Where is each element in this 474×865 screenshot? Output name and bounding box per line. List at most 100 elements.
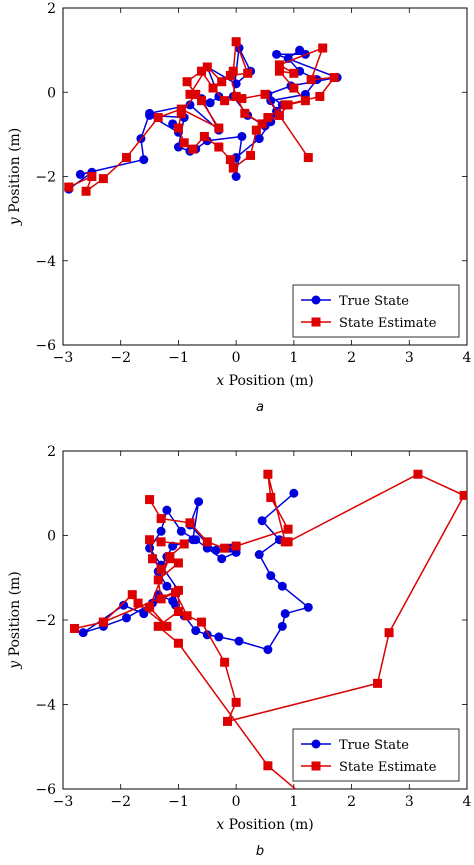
state-estimate-point (228, 163, 238, 173)
state-estimate-point (121, 153, 131, 163)
state-estimate-point (173, 558, 183, 568)
true-state-point (231, 172, 241, 181)
state-estimate-point (373, 678, 383, 688)
legend-true-state-marker (311, 295, 321, 305)
legend-state-estimate-marker (311, 317, 321, 327)
true-state-point (168, 596, 178, 606)
legend-box (292, 728, 460, 782)
state-estimate-point (225, 155, 235, 165)
state-estimate-point (98, 617, 108, 627)
x-tick-label: −2 (110, 350, 131, 366)
state-estimate-point (176, 108, 186, 118)
state-estimate-point (260, 89, 270, 99)
x-tick-label: 0 (232, 350, 241, 366)
state-estimate-point (222, 716, 232, 726)
state-estimate-point (220, 657, 230, 667)
state-estimate-point (266, 492, 276, 502)
true-state-point (162, 581, 172, 591)
state-estimate-point (133, 598, 143, 608)
y-tick-label: −2 (35, 613, 56, 629)
true-state-point (145, 543, 155, 553)
legend: True State State Estimate (292, 284, 460, 338)
y-axis-label: y Position (m) (7, 571, 23, 670)
state-estimate-point (214, 123, 224, 133)
state-estimate-point (263, 761, 273, 771)
legend-entry-label: State Estimate (339, 760, 437, 775)
state-estimate-point (197, 617, 207, 627)
state-estimate-point (156, 594, 166, 604)
x-tick-label: −1 (168, 794, 189, 810)
true-state-point (254, 134, 264, 144)
state-estimate-point (81, 186, 91, 196)
state-estimate-point (197, 96, 207, 106)
y-tick-label: 2 (47, 1, 56, 17)
legend-entry-label: True State (339, 294, 409, 309)
y-tick-label: −6 (35, 782, 56, 798)
state-estimate-point (289, 68, 299, 78)
true-state-point (280, 609, 290, 619)
y-tick-label: −6 (35, 338, 56, 354)
state-estimate-point (329, 73, 339, 83)
plot-area (64, 37, 342, 196)
true-state-point (185, 100, 195, 110)
state-estimate-point (231, 37, 241, 47)
state-estimate-point (263, 469, 273, 479)
state-estimate-point (64, 182, 74, 192)
state-estimate-point (179, 539, 189, 549)
true-state-point (176, 526, 186, 536)
y-axis-label: y Position (m) (7, 128, 23, 227)
true-state-point (266, 571, 276, 581)
state-estimate-point (231, 697, 241, 707)
state-estimate-point (301, 793, 310, 802)
x-tick-label: 1 (289, 794, 298, 810)
true-state-point (191, 535, 201, 545)
y-tick-label: −4 (35, 254, 56, 270)
state-estimate-point (300, 96, 310, 106)
x-tick-label: 4 (463, 350, 472, 366)
state-estimate-point (153, 575, 163, 585)
y-tick-label: 2 (47, 444, 56, 460)
state-estimate-point (162, 621, 172, 631)
y-tick-label: −4 (35, 698, 56, 714)
state-estimate-point (147, 554, 157, 564)
legend-box (292, 284, 460, 338)
x-tick-label: −2 (110, 794, 131, 810)
true-state-point (211, 545, 221, 555)
state-estimate-point (318, 43, 328, 53)
state-estimate-line (68, 41, 336, 194)
state-estimate-point (127, 590, 137, 600)
state-estimate-point (214, 142, 224, 152)
state-estimate-point (199, 131, 209, 141)
true-state-point (162, 505, 172, 515)
true-state-point (78, 628, 88, 638)
state-estimate-point (153, 113, 163, 123)
x-tick-label: 2 (347, 794, 356, 810)
state-estimate-point (231, 541, 241, 551)
x-tick-label: 0 (232, 794, 241, 810)
state-estimate-point (246, 150, 256, 160)
state-estimate-point (303, 153, 313, 163)
true-state-point (263, 645, 273, 655)
state-estimate-point (289, 83, 299, 93)
state-estimate-point (208, 83, 218, 93)
x-tick-label: −3 (53, 794, 74, 810)
state-estimate-point (306, 75, 316, 85)
legend-entry-label: True State (339, 738, 409, 753)
state-estimate-point (274, 110, 284, 120)
true-state-point (75, 169, 85, 179)
x-axis-label: x Position (m) (216, 373, 314, 389)
state-estimate-point (315, 91, 325, 101)
state-estimate-point (153, 621, 163, 631)
x-tick-label: −3 (53, 350, 74, 366)
plot-area (70, 469, 467, 802)
state-estimate-point (274, 60, 284, 70)
true-state-point (277, 621, 287, 631)
state-estimate-point (145, 535, 155, 545)
true-state-point (237, 131, 247, 141)
state-estimate-point (220, 543, 230, 553)
state-estimate-point (185, 89, 195, 99)
state-estimate-point (459, 490, 467, 500)
state-estimate-point (413, 469, 423, 479)
state-estimate-point (188, 144, 198, 154)
state-estimate-point (182, 77, 192, 87)
